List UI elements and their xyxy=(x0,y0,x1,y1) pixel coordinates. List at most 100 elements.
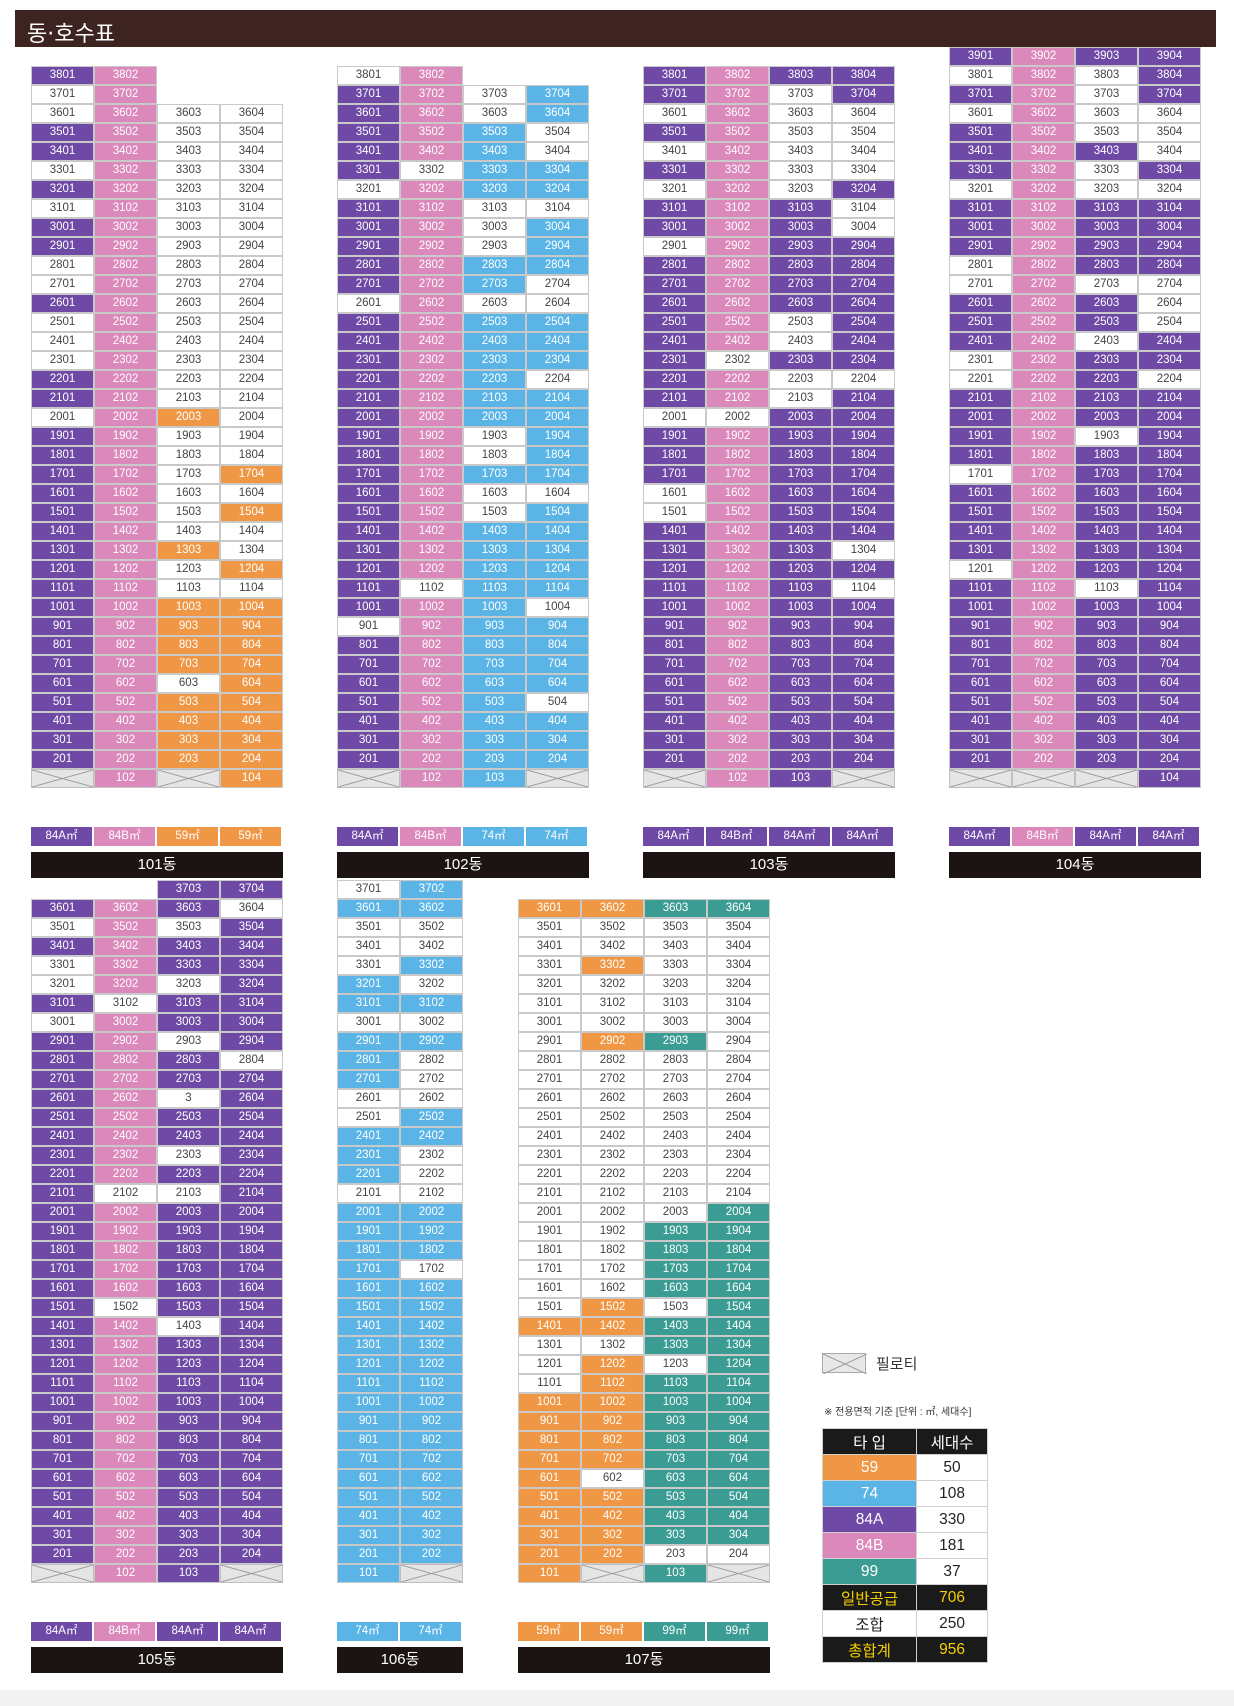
unit-cell: 1204 xyxy=(1138,560,1201,579)
unit-cell: 1503 xyxy=(644,1298,707,1317)
unit-cell: 3701 xyxy=(337,880,400,899)
unit-cell: 2001 xyxy=(337,408,400,427)
unit-cell: 3502 xyxy=(1012,123,1075,142)
unit-cell: 2001 xyxy=(949,408,1012,427)
summary-type: 총합계 xyxy=(821,1636,918,1663)
unit-cell: 503 xyxy=(644,1488,707,1507)
unit-cell: 1003 xyxy=(769,598,832,617)
unit-cell: 3104 xyxy=(220,994,283,1013)
unit-cell: 2202 xyxy=(581,1165,644,1184)
unit-cell: 3203 xyxy=(644,975,707,994)
unit-cell: 3801 xyxy=(31,66,94,85)
unit-cell: 702 xyxy=(1012,655,1075,674)
unit-cell: 3004 xyxy=(832,218,895,237)
pilotis-cell xyxy=(949,769,1012,788)
unit-cell: 3802 xyxy=(400,66,463,85)
unit-cell: 203 xyxy=(644,1545,707,1564)
unit-cell: 2303 xyxy=(1075,351,1138,370)
unit-cell: 603 xyxy=(157,1469,220,1488)
unit-cell: 2402 xyxy=(94,332,157,351)
unit-cell: 1004 xyxy=(1138,598,1201,617)
unit-cell: 2803 xyxy=(157,1051,220,1070)
unit-cell: 1403 xyxy=(463,522,526,541)
unit-cell: 1701 xyxy=(643,465,706,484)
unit-cell: 2101 xyxy=(31,1184,94,1203)
unit-cell: 504 xyxy=(1138,693,1201,712)
unit-cell: 2903 xyxy=(157,1032,220,1051)
unit-cell: 3103 xyxy=(157,199,220,218)
unit-cell: 2004 xyxy=(832,408,895,427)
unit-cell: 204 xyxy=(526,750,589,769)
unit-cell: 1204 xyxy=(707,1355,770,1374)
unit-cell: 702 xyxy=(581,1450,644,1469)
unit-cell: 1801 xyxy=(337,1241,400,1260)
unit-cell: 2702 xyxy=(400,1070,463,1089)
unit-cell: 1702 xyxy=(94,465,157,484)
unit-cell: 1601 xyxy=(31,1279,94,1298)
unit-cell: 1403 xyxy=(769,522,832,541)
unit-cell: 1404 xyxy=(1138,522,1201,541)
unit-cell: 1902 xyxy=(94,1222,157,1241)
unit-cell: 3503 xyxy=(644,918,707,937)
unit-cell: 1101 xyxy=(949,579,1012,598)
unit-cell: 1304 xyxy=(1138,541,1201,560)
unit-cell: 2301 xyxy=(31,1146,94,1165)
unit-cell: 202 xyxy=(706,750,769,769)
unit-type-label: 84B㎡ xyxy=(1012,827,1073,846)
unit-cell: 802 xyxy=(581,1431,644,1450)
unit-cell: 2602 xyxy=(400,1089,463,1108)
unit-cell: 1802 xyxy=(581,1241,644,1260)
unit-cell: 403 xyxy=(463,712,526,731)
unit-cell: 1103 xyxy=(644,1374,707,1393)
unit-cell: 3604 xyxy=(1138,104,1201,123)
unit-cell: 1101 xyxy=(643,579,706,598)
unit-cell: 302 xyxy=(94,731,157,750)
unit-cell: 1704 xyxy=(1138,465,1201,484)
unit-type-label: 59㎡ xyxy=(220,827,281,846)
unit-cell: 3002 xyxy=(1012,218,1075,237)
unit-cell: 201 xyxy=(31,1545,94,1564)
unit-cell: 1404 xyxy=(832,522,895,541)
summary-count: 37 xyxy=(916,1558,988,1585)
unit-cell: 402 xyxy=(400,1507,463,1526)
unit-cell: 2601 xyxy=(643,294,706,313)
unit-cell: 1001 xyxy=(337,1393,400,1412)
unit-cell: 1801 xyxy=(337,446,400,465)
unit-cell: 3201 xyxy=(518,975,581,994)
unit-cell: 501 xyxy=(31,1488,94,1507)
unit-cell: 2902 xyxy=(706,237,769,256)
unit-cell: 2703 xyxy=(157,1070,220,1089)
unit-cell: 502 xyxy=(400,693,463,712)
unit-cell: 201 xyxy=(31,750,94,769)
unit-cell: 2603 xyxy=(1075,294,1138,313)
unit-cell: 3702 xyxy=(400,85,463,104)
unit-cell: 1104 xyxy=(1138,579,1201,598)
unit-cell: 3103 xyxy=(157,994,220,1013)
unit-cell: 904 xyxy=(220,1412,283,1431)
unit-cell: 1903 xyxy=(769,427,832,446)
unit-cell: 1703 xyxy=(463,465,526,484)
unit-cell: 2601 xyxy=(949,294,1012,313)
unit-cell: 2002 xyxy=(706,408,769,427)
unit-cell: 504 xyxy=(220,1488,283,1507)
unit-cell: 2203 xyxy=(644,1165,707,1184)
unit-cell: 3201 xyxy=(337,180,400,199)
unit-cell: 2002 xyxy=(94,1203,157,1222)
unit-cell: 903 xyxy=(463,617,526,636)
unit-cell: 2802 xyxy=(94,256,157,275)
unit-cell: 1502 xyxy=(1012,503,1075,522)
unit-cell: 3303 xyxy=(644,956,707,975)
unit-cell: 2401 xyxy=(337,1127,400,1146)
unit-cell: 403 xyxy=(644,1507,707,1526)
unit-cell: 1602 xyxy=(400,1279,463,1298)
unit-cell: 404 xyxy=(526,712,589,731)
unit-cell: 901 xyxy=(643,617,706,636)
unit-type-label: 84B㎡ xyxy=(706,827,767,846)
unit-cell: 1201 xyxy=(337,1355,400,1374)
unit-cell: 902 xyxy=(400,1412,463,1431)
unit-cell: 3004 xyxy=(220,1013,283,1032)
unit-cell: 404 xyxy=(220,712,283,731)
unit-cell: 2104 xyxy=(220,1184,283,1203)
unit-cell: 1302 xyxy=(400,541,463,560)
unit-cell: 1604 xyxy=(220,484,283,503)
